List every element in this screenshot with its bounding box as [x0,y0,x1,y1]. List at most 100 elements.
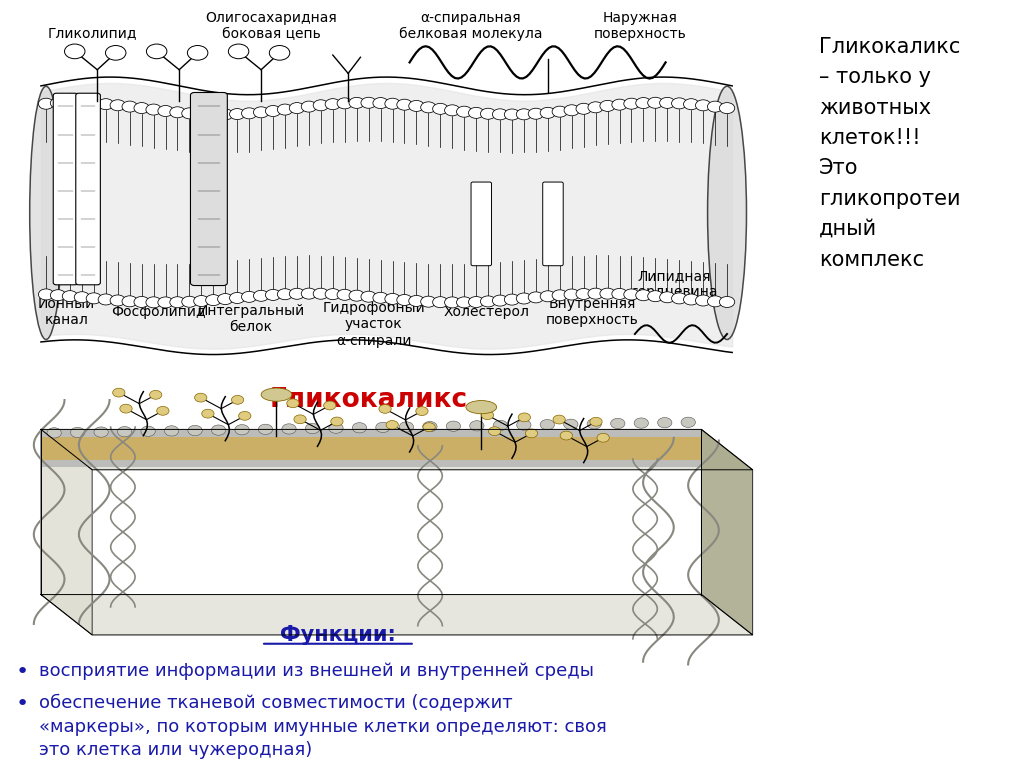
Circle shape [409,295,424,307]
Circle shape [145,104,161,115]
Circle shape [525,429,538,438]
Circle shape [684,294,698,305]
Circle shape [113,388,125,397]
Circle shape [648,291,664,301]
Circle shape [194,109,209,120]
Circle shape [352,423,367,433]
Circle shape [719,103,734,114]
Circle shape [624,98,639,109]
Text: •: • [16,693,29,713]
Circle shape [269,45,290,60]
Circle shape [564,289,580,300]
Circle shape [468,297,483,308]
Text: Интегральный
белок: Интегральный белок [198,304,304,334]
Polygon shape [41,594,753,635]
Circle shape [563,419,578,430]
Circle shape [610,418,625,429]
Circle shape [134,103,150,114]
Circle shape [457,106,472,117]
Circle shape [517,420,531,430]
FancyBboxPatch shape [76,94,100,285]
Circle shape [217,294,233,304]
Circle shape [202,410,214,418]
Circle shape [195,393,207,402]
Circle shape [182,296,197,308]
Circle shape [165,426,179,436]
Text: Гликолипид: Гликолипид [47,26,137,40]
Circle shape [444,105,460,116]
Circle shape [239,411,251,420]
Text: Ионный
канал: Ионный канал [38,297,95,327]
FancyBboxPatch shape [190,93,227,285]
Circle shape [672,98,687,109]
Text: Внутренняя
поверхность: Внутренняя поверхность [546,297,638,327]
FancyBboxPatch shape [53,94,78,285]
Text: Гликокаликс: Гликокаликс [269,387,468,413]
Circle shape [636,290,651,301]
Circle shape [552,290,567,301]
Polygon shape [41,437,701,449]
Circle shape [122,296,137,307]
Circle shape [211,425,225,435]
Circle shape [488,426,501,436]
Circle shape [481,411,494,420]
Circle shape [528,108,544,119]
Circle shape [74,97,90,108]
Circle shape [289,103,305,114]
Circle shape [493,109,508,120]
Circle shape [325,99,340,110]
Circle shape [141,426,156,436]
Circle shape [50,290,66,301]
Circle shape [493,295,508,306]
Circle shape [672,293,687,304]
Circle shape [228,44,249,59]
Circle shape [695,295,711,306]
Circle shape [146,44,167,59]
Circle shape [158,297,173,308]
Circle shape [294,415,306,423]
Circle shape [39,289,53,300]
Circle shape [206,109,221,120]
Circle shape [349,97,365,108]
Circle shape [150,390,162,400]
Circle shape [446,421,461,431]
Circle shape [684,99,698,110]
Circle shape [234,425,249,435]
Circle shape [597,433,609,442]
Circle shape [587,419,601,429]
Circle shape [313,288,329,299]
Circle shape [71,427,85,438]
Circle shape [118,426,132,437]
Circle shape [575,104,591,114]
Circle shape [110,100,125,110]
Circle shape [305,423,319,433]
Circle shape [242,291,257,302]
Circle shape [188,426,203,436]
Circle shape [470,420,484,431]
Circle shape [253,290,268,301]
Circle shape [86,98,101,109]
Polygon shape [41,430,92,635]
Circle shape [396,295,412,305]
Circle shape [588,288,603,299]
Circle shape [258,424,272,434]
Circle shape [444,297,460,308]
Circle shape [373,292,388,303]
Circle shape [399,422,414,432]
Circle shape [65,44,85,59]
Circle shape [504,294,519,305]
Circle shape [301,101,316,112]
Circle shape [50,97,66,109]
Circle shape [423,423,435,432]
Circle shape [145,297,161,308]
Circle shape [134,296,150,308]
Circle shape [157,407,169,415]
Circle shape [385,294,400,304]
Circle shape [349,290,365,301]
Polygon shape [701,430,753,635]
Circle shape [564,105,580,116]
Circle shape [282,424,296,434]
Text: обеспечение тканевой совместимости (содержит
«маркеры», по которым имунные клетк: обеспечение тканевой совместимости (соде… [39,693,606,759]
Circle shape [553,415,565,424]
Circle shape [122,101,137,112]
